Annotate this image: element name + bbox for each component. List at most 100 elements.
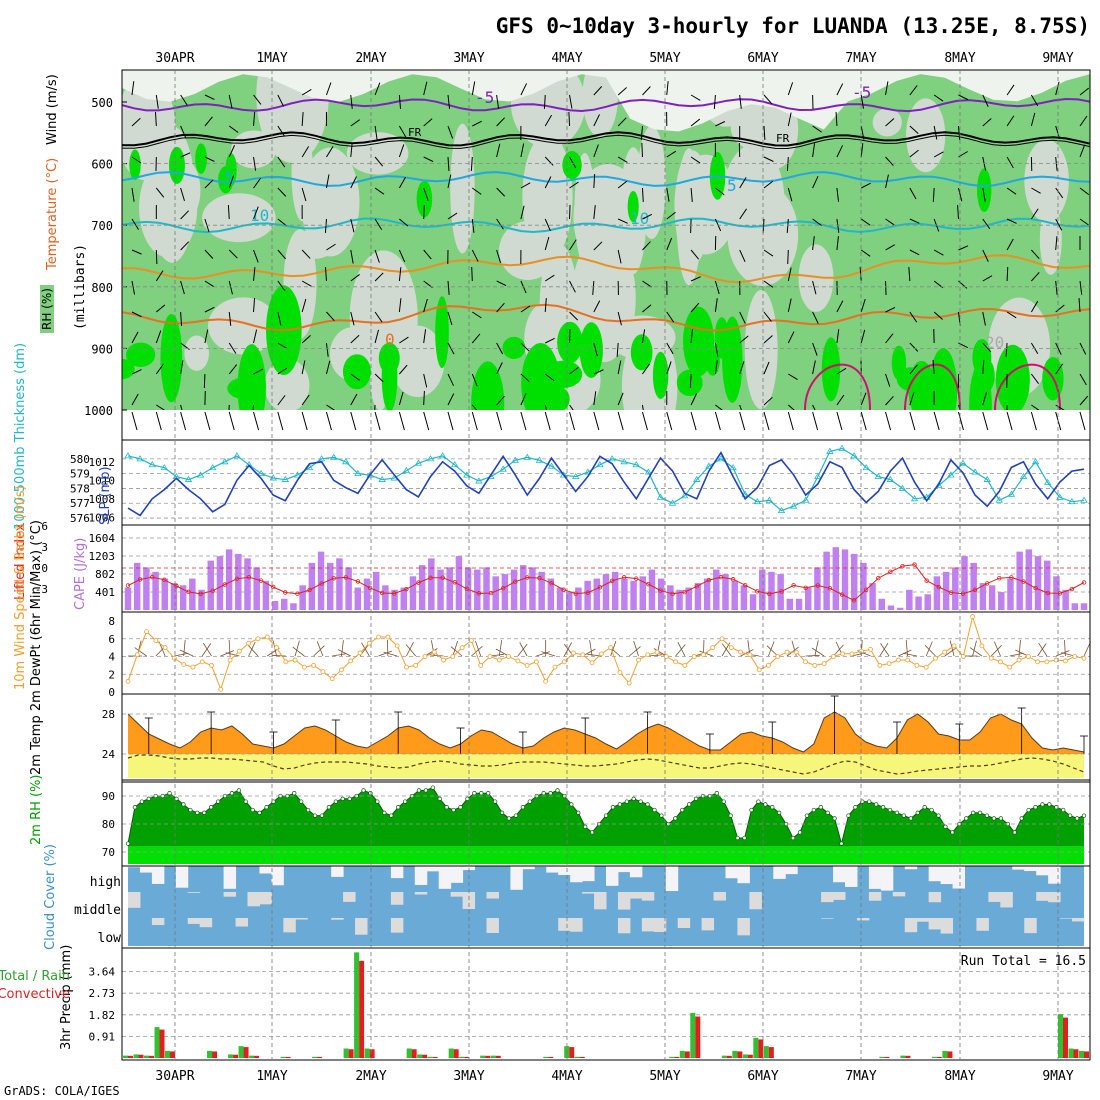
rh-point [721, 799, 726, 804]
precip-total-bar [574, 1056, 580, 1058]
rh-moist-cell [995, 344, 1030, 410]
rh-point [901, 813, 907, 818]
cape-bar [896, 607, 904, 610]
rh-point [361, 788, 366, 793]
cloud-gap [1048, 866, 1061, 884]
thickness-point [644, 468, 653, 475]
lifted-index-point [162, 577, 167, 583]
wind-barb [228, 364, 238, 375]
wind-barb [569, 94, 573, 109]
thickness-point [523, 453, 532, 460]
cape-bar [667, 585, 674, 610]
wind-speed-point [199, 659, 205, 665]
wind-barb [617, 411, 624, 431]
cloud-gap [1000, 892, 1013, 908]
thickness-point [910, 495, 919, 502]
thickness-point [196, 471, 205, 478]
rh-point [1033, 805, 1038, 810]
wind-barb [1037, 643, 1047, 657]
wind-speed-point [255, 636, 261, 642]
cloud-level-label: middle [74, 903, 121, 918]
cape-bar [1007, 578, 1014, 610]
wind-barb [1006, 411, 1013, 431]
wind-barb [326, 311, 335, 322]
cape-bar [216, 556, 224, 610]
rh-point [659, 813, 664, 818]
thickness-point [354, 469, 362, 477]
lifted-index-point [295, 591, 300, 596]
wind-barb [763, 94, 773, 105]
precip-convective-legend: Convective [0, 987, 70, 1002]
precip-total-bar [354, 952, 360, 1058]
cloud-gap [594, 892, 607, 910]
wind-barb [253, 177, 262, 189]
wind-barb [885, 396, 894, 406]
wind-barb [642, 280, 652, 288]
rh-point [991, 816, 997, 821]
wind-barb [131, 117, 141, 127]
rh-moist-cell [237, 344, 266, 410]
cloud-gap [833, 892, 846, 900]
wind-barb [593, 391, 597, 406]
wind-barb [399, 218, 409, 227]
wind-barb [1006, 187, 1017, 195]
rh-moist-cell [821, 337, 841, 402]
precip-total-bar [123, 1055, 128, 1058]
rh-dry-region [744, 289, 778, 410]
wind-speed-point [701, 652, 706, 658]
rh-point [195, 810, 200, 815]
cloud-gap [151, 866, 165, 884]
wind-barb [1005, 342, 1008, 357]
wind-barb [374, 329, 379, 344]
wind-barb [301, 411, 308, 431]
wind-barb [714, 411, 721, 431]
rh-point [971, 810, 976, 815]
wind-barb [812, 280, 817, 295]
rh-moist-cell [722, 316, 743, 403]
thickness-point [426, 455, 435, 462]
wind-tick-label: 6 [108, 633, 115, 646]
wind-barb [423, 249, 432, 260]
rh-point [167, 791, 172, 796]
wind-barb [787, 411, 794, 431]
wind-barb [860, 218, 871, 226]
pressure-tick-label: 700 [91, 219, 113, 233]
cape-bar [685, 587, 692, 610]
rh-point [312, 813, 318, 818]
precip-convective-bar [936, 1056, 942, 1058]
lifted-index-point [621, 575, 627, 580]
lifted-index-point [815, 583, 820, 588]
lifted-index-point [367, 585, 373, 591]
thickness-tick-label: 579 [70, 468, 90, 481]
wind-barb [836, 236, 839, 251]
wind-speed-point [144, 629, 149, 635]
cloud-level-label: low [98, 931, 122, 946]
wind-barb [374, 249, 380, 263]
cape-bar [133, 562, 141, 610]
thickness-point [511, 456, 519, 463]
cape-bar [639, 576, 646, 610]
wind-speed-point [756, 667, 762, 673]
wind-barb [326, 146, 334, 158]
wind-speed-point [515, 658, 521, 664]
cape-bar [869, 583, 876, 610]
precip-total-bar [543, 1056, 549, 1058]
wind10m-axis-label: 10m Wind Speed & Barbs (m/s) [13, 485, 28, 690]
wind-speed-point [784, 649, 790, 655]
thickness-point [656, 493, 665, 500]
wind-barb [860, 329, 866, 344]
wind-barb [496, 143, 501, 158]
dewpoint-line [127, 754, 1085, 775]
thickness-point [330, 453, 338, 460]
lifted-index-point [537, 575, 542, 581]
wind-speed-point [292, 657, 298, 663]
wind-barb [180, 125, 187, 139]
cape-bar [860, 562, 867, 610]
thickness-point [898, 484, 907, 491]
cloud-gap [223, 866, 237, 889]
rh-point [479, 791, 484, 796]
cape-tick-label: 1604 [89, 532, 116, 545]
wind-barb [324, 267, 327, 282]
wind-barb [1031, 404, 1040, 410]
precip-convective-bar [254, 1055, 260, 1058]
